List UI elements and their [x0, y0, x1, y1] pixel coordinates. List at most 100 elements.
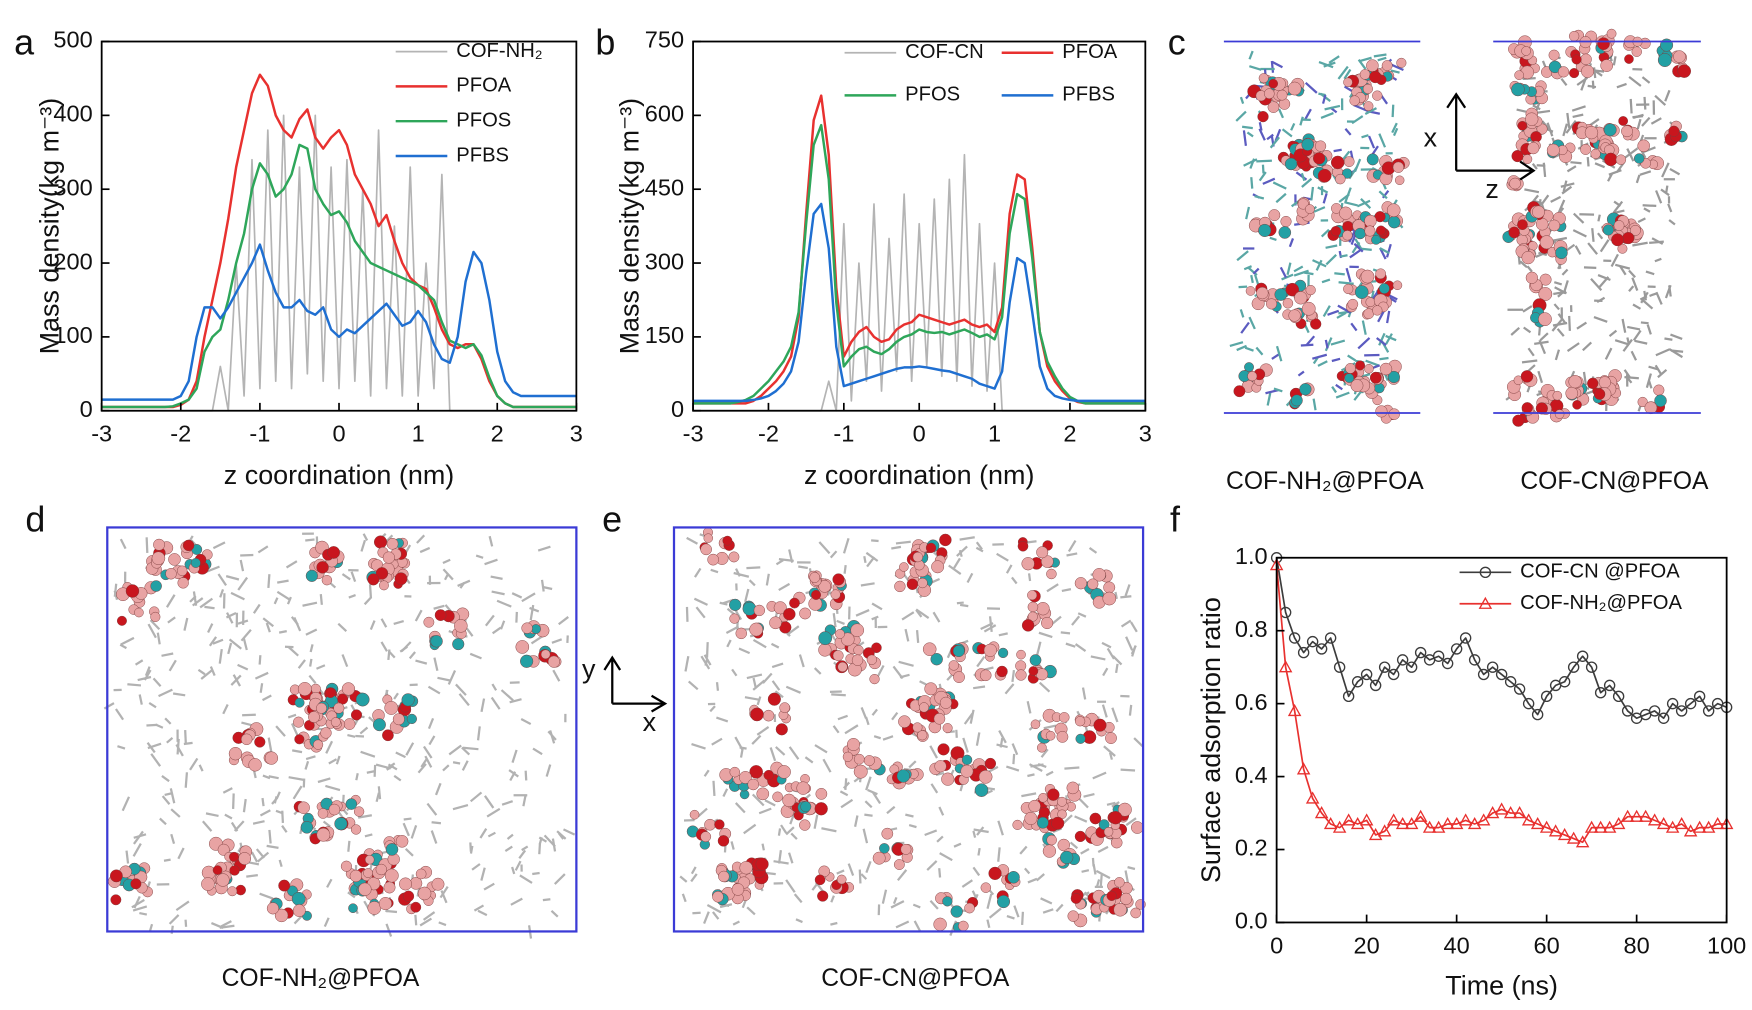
atom: [948, 660, 959, 671]
y-tick-label: 0.8: [1235, 616, 1268, 642]
bond: [1571, 105, 1586, 112]
bond: [1614, 339, 1630, 346]
bond: [1516, 108, 1527, 113]
atom: [1546, 143, 1560, 157]
atom: [925, 542, 937, 554]
bond: [709, 705, 716, 713]
bond: [337, 622, 348, 633]
bond: [932, 611, 941, 623]
bond: [1335, 391, 1350, 399]
bond: [867, 788, 878, 796]
bond: [419, 917, 433, 927]
bond: [268, 829, 272, 844]
atom: [881, 827, 894, 840]
atom: [1366, 153, 1379, 166]
bond: [500, 689, 514, 702]
atom: [1046, 834, 1057, 846]
marker: [1386, 813, 1401, 826]
atom: [1339, 206, 1353, 220]
atom: [1392, 161, 1405, 173]
bond: [1065, 642, 1076, 648]
atom: [384, 701, 399, 715]
bond: [687, 680, 699, 691]
atom: [1375, 225, 1386, 236]
bond: [1288, 238, 1295, 248]
bond: [416, 534, 426, 544]
atom: [718, 870, 730, 883]
atom: [853, 764, 868, 779]
atom: [1538, 287, 1553, 301]
bond: [1356, 199, 1371, 208]
bond: [1590, 278, 1603, 292]
atom: [1606, 28, 1617, 39]
y-tick-label: 100: [53, 322, 92, 348]
bond: [427, 717, 435, 730]
bond: [161, 775, 170, 783]
bond: [117, 745, 126, 750]
atom: [417, 886, 432, 901]
bond: [230, 591, 245, 601]
bond: [363, 596, 373, 606]
bond: [220, 920, 232, 928]
atom: [317, 808, 329, 819]
bond: [1574, 245, 1582, 255]
panel-label: b: [595, 21, 615, 62]
bond: [813, 667, 822, 675]
atom: [1598, 376, 1611, 389]
bond: [496, 599, 512, 608]
atom: [814, 874, 826, 886]
atom: [1394, 175, 1405, 185]
atom: [729, 613, 740, 624]
legend-marker: [1479, 566, 1492, 579]
atom: [1244, 362, 1254, 373]
bond: [1621, 318, 1627, 333]
plot-frame: [1275, 556, 1728, 924]
atom: [1027, 590, 1038, 601]
atom: [1364, 225, 1376, 237]
atom: [1102, 591, 1117, 606]
bond: [1351, 241, 1361, 254]
bond: [1026, 701, 1032, 714]
bond: [924, 829, 938, 837]
atom: [953, 671, 965, 683]
bond: [976, 655, 986, 668]
bond: [1557, 199, 1566, 214]
bond: [267, 574, 271, 589]
bond: [929, 900, 939, 910]
bond: [1315, 259, 1323, 271]
bond: [1046, 583, 1059, 593]
atom: [1074, 830, 1086, 842]
bond: [1321, 278, 1331, 284]
marker: [1548, 824, 1563, 837]
bond: [511, 592, 523, 599]
bond: [433, 604, 445, 610]
bond: [219, 589, 225, 598]
bond: [1258, 128, 1266, 141]
atom: [1098, 819, 1110, 830]
atom: [1347, 298, 1359, 310]
bond: [1255, 346, 1264, 356]
bond: [1391, 104, 1395, 118]
atom: [254, 736, 266, 748]
atom: [134, 607, 144, 618]
bond: [442, 764, 450, 772]
atom: [898, 715, 911, 728]
bond: [1250, 274, 1254, 284]
atom: [1365, 297, 1376, 308]
atom: [933, 917, 947, 932]
bond: [204, 605, 215, 610]
atom: [1522, 154, 1533, 165]
bond: [1258, 171, 1267, 182]
bond: [758, 807, 772, 815]
bond: [1566, 165, 1577, 173]
bond: [341, 654, 349, 668]
atom: [796, 781, 810, 795]
atom: [988, 866, 1002, 880]
y-tick-label: 600: [645, 101, 684, 127]
bond: [1522, 305, 1533, 313]
bond: [761, 843, 765, 851]
atom: [1258, 223, 1272, 237]
bond: [1360, 247, 1372, 252]
marker: [1558, 676, 1571, 688]
bond: [684, 656, 690, 672]
